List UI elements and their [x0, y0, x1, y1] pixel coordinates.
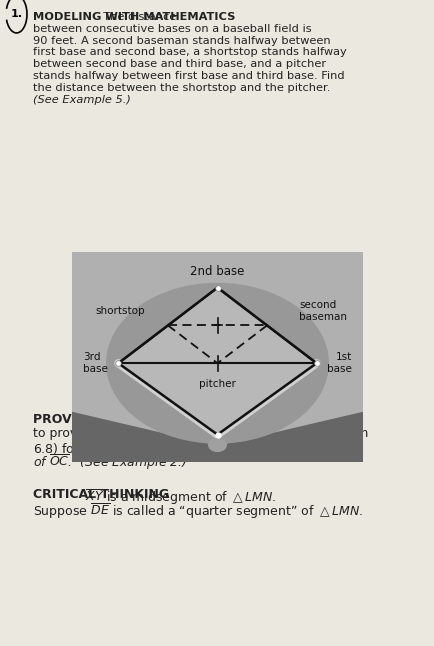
Text: shortstop: shortstop [95, 306, 144, 316]
Text: of $\overline{OC}$.  (See Example 2.): of $\overline{OC}$. (See Example 2.) [33, 453, 187, 472]
Text: second
baseman: second baseman [299, 300, 346, 322]
Text: 2nd base: 2nd base [190, 265, 244, 278]
Text: 6.8) for midsegment $\overline{DF}$, where $F$ is the midpoint: 6.8) for midsegment $\overline{DF}$, whe… [33, 440, 338, 459]
Text: between consecutive bases on a baseball field is: between consecutive bases on a baseball … [33, 23, 311, 34]
Text: pitcher: pitcher [199, 379, 235, 389]
Text: between second base and third base, and a pitcher: between second base and third base, and … [33, 59, 325, 69]
Text: 1st
base: 1st base [326, 353, 351, 374]
Text: PROVING A THEOREM: PROVING A THEOREM [33, 413, 183, 426]
Text: The distance: The distance [95, 12, 175, 21]
Circle shape [208, 439, 226, 452]
Circle shape [106, 284, 328, 443]
Polygon shape [118, 287, 316, 435]
Text: to prove the Triangle Midsegment Theorem (Theorem: to prove the Triangle Midsegment Theorem… [33, 426, 367, 440]
Wedge shape [0, 225, 434, 445]
Text: Suppose $\overline{DE}$ is called a “quarter segment” of $\triangle LMN$.: Suppose $\overline{DE}$ is called a “qua… [33, 502, 362, 521]
Text: 90 feet. A second baseman stands halfway between: 90 feet. A second baseman stands halfway… [33, 36, 329, 45]
Text: Use the figure from Example 2: Use the figure from Example 2 [78, 413, 277, 426]
Text: MODELING WITH MATHEMATICS: MODELING WITH MATHEMATICS [33, 12, 234, 21]
Text: stands halfway between first base and third base. Find: stands halfway between first base and th… [33, 72, 343, 81]
Text: 1.: 1. [10, 9, 23, 19]
Text: $\overline{XY}$ is a midsegment of $\triangle LMN$.: $\overline{XY}$ is a midsegment of $\tri… [78, 488, 276, 507]
Text: (See Example 5.): (See Example 5.) [33, 95, 130, 105]
Text: 3rd
base: 3rd base [83, 353, 108, 374]
Text: the distance between the shortstop and the pitcher.: the distance between the shortstop and t… [33, 83, 329, 93]
Text: first base and second base, a shortstop stands halfway: first base and second base, a shortstop … [33, 47, 345, 57]
Text: CRITICAL THINKING: CRITICAL THINKING [33, 488, 168, 501]
